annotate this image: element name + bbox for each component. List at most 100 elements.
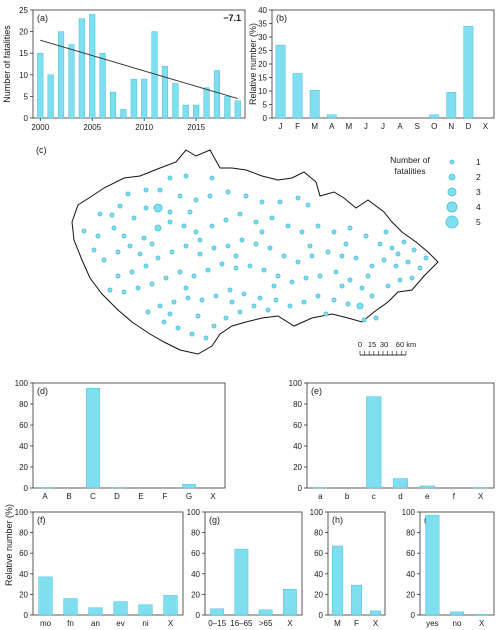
fatality-point (401, 239, 407, 245)
bar (473, 487, 489, 489)
bar (275, 44, 286, 119)
fatality-point (269, 215, 275, 221)
ytick-label: 80 (19, 529, 28, 538)
bar (474, 614, 489, 616)
ytick-label: 0 (196, 611, 201, 620)
fatality-point (145, 309, 151, 315)
ytick-label: 80 (293, 400, 302, 409)
fatality-point (259, 199, 265, 205)
category-label: a (318, 492, 323, 501)
bar (182, 484, 196, 489)
ytick-label: 0 (298, 484, 303, 493)
bar (99, 53, 106, 119)
panel-label: (d) (37, 386, 48, 396)
category-label: J (381, 122, 385, 131)
fatality-point (171, 299, 177, 305)
xtick-label: 2005 (83, 123, 101, 132)
ytick-label: 60 (314, 549, 323, 558)
ytick-label: 20 (258, 60, 267, 69)
legend-value: 1 (476, 157, 481, 167)
legend-marker (449, 159, 455, 165)
ytick-label: 20 (293, 463, 302, 472)
fatality-point (333, 269, 339, 275)
bar (292, 73, 303, 119)
fatality-point (356, 302, 364, 310)
fatality-point (233, 253, 239, 259)
bar (38, 576, 53, 616)
fatality-point (211, 323, 217, 329)
bar (68, 44, 75, 119)
category-label: S (414, 122, 419, 131)
ytick-label: 5 (263, 101, 268, 110)
ytick-label: 80 (406, 529, 415, 538)
fatality-point (251, 303, 257, 309)
fatality-point (369, 263, 375, 269)
panel-g: 0 20 40 60 80 100 (g) 0–15 16–65 >65 X (187, 508, 303, 628)
ytick-label: 0 (263, 114, 268, 123)
plot-frame (32, 9, 246, 119)
legend-marker (445, 215, 459, 229)
fatality-point (149, 241, 155, 247)
category-label: B (66, 492, 71, 501)
fatality-point (331, 229, 337, 235)
bar (163, 595, 178, 616)
scale-label: 15 (368, 340, 376, 349)
bar (37, 53, 44, 119)
fatality-point (369, 293, 375, 299)
fatality-point (191, 273, 197, 279)
fatality-point (137, 251, 143, 257)
bar (193, 104, 200, 119)
ytick-label: 40 (293, 442, 302, 451)
fatality-point (339, 283, 345, 289)
category-label: X (287, 619, 293, 628)
fatality-point (197, 237, 203, 243)
bar (63, 598, 78, 616)
fatality-point (273, 297, 279, 303)
ytick-label: 10 (258, 87, 267, 96)
fatality-point (117, 203, 123, 209)
fatality-point (237, 211, 243, 217)
category-label: fn (67, 619, 74, 628)
ytick-label: 100 (15, 379, 29, 388)
ytick-label: 20 (406, 590, 415, 599)
fatality-point (177, 269, 183, 275)
fatality-point (227, 287, 233, 293)
category-label: X (210, 492, 216, 501)
ytick-label: 60 (19, 549, 28, 558)
bar (89, 14, 96, 119)
ytick-label: 80 (314, 529, 323, 538)
fatality-point (393, 263, 399, 269)
ytick-label: 20 (19, 590, 28, 599)
bar (234, 100, 241, 119)
category-label: 16–65 (230, 619, 253, 628)
bar (450, 611, 464, 616)
ylabel: Number of fatalities (2, 25, 12, 103)
fatality-point (91, 247, 97, 253)
legend-value: 5 (476, 217, 481, 227)
scale-label: 30 (380, 340, 388, 349)
fatality-point (233, 265, 239, 271)
panel-label: (c) (36, 145, 47, 155)
fatality-point (271, 283, 277, 289)
fatality-point (243, 193, 249, 199)
bar (309, 89, 320, 119)
panel-h: 0 20 40 60 80 100 (h) M F X (310, 508, 386, 628)
bar (312, 487, 328, 489)
fatality-point (285, 223, 291, 229)
category-label: J (279, 122, 283, 131)
trend-annotation: −7.1 (223, 13, 241, 23)
fatality-point (167, 219, 173, 225)
category-label: f (453, 492, 456, 501)
category-label: A (397, 122, 403, 131)
ylabel: Relative number (%) (248, 23, 258, 105)
fatality-point (307, 243, 313, 249)
bar (109, 91, 117, 119)
fatality-point (163, 275, 169, 281)
fatality-point (199, 297, 205, 303)
ytick-label: 5 (24, 92, 29, 101)
panel-label: (a) (37, 13, 48, 23)
ytick-label: 40 (314, 570, 323, 579)
category-label: no (453, 619, 462, 628)
